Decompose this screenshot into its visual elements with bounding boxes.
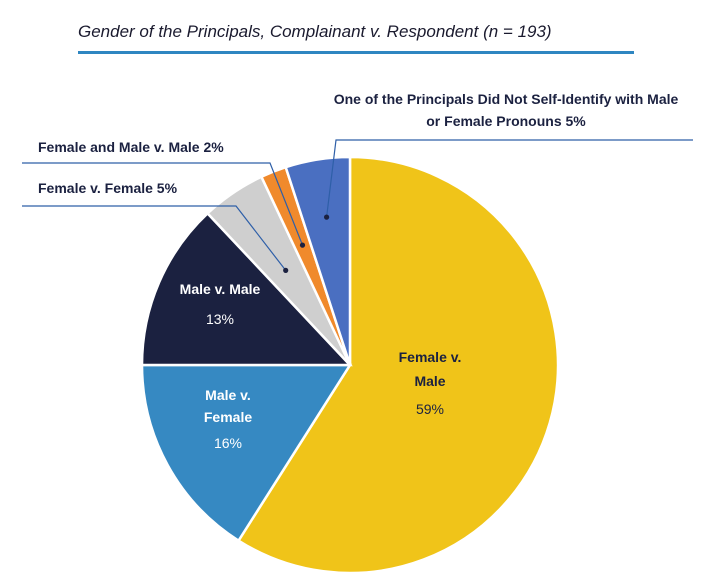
percent-male-v-female: 16%: [214, 435, 242, 451]
pie-labels: Female v. Male 59% Male v. Female 16% Male v. …: [22, 91, 693, 451]
label-one-of-the-principals-did-not-self-identify-with-male-or-female-pronouns: One of the Principals Did Not Self-Ident…: [334, 91, 679, 129]
leader-dot-female-v-female: [283, 267, 289, 273]
percent-male-v-male: 13%: [206, 311, 234, 327]
leader-dot-female-and-male-v-male: [299, 242, 306, 248]
slice-female-v-male: [236, 155, 560, 575]
slice-male-v-female: [140, 363, 353, 543]
pie-slices: [140, 155, 560, 575]
title-underline: [78, 51, 634, 54]
label-male-v-male: Male v. Male 13%: [180, 281, 261, 327]
leader-line-female-and-male-v-male: [22, 162, 304, 246]
slice-male-v-male: [140, 211, 353, 367]
label-female-v-female: Female v. Female 5%: [38, 180, 178, 196]
leader-line-female-v-female: [22, 205, 287, 271]
label-male-v-female: Male v. Female 16%: [204, 387, 252, 451]
leader-line-one-of-the-principals-did-not-self-identify-with-male-or-female-pronouns: [326, 139, 693, 218]
percent-female-v-male: 59%: [416, 401, 444, 417]
label-female-and-male-v-male: Female and Male v. Male 2%: [38, 139, 224, 155]
leader-dot-one-of-the-principals-did-not-self-identify-with-male-or-female-pronouns: [324, 214, 330, 220]
slice-one-of-the-principals-did-not-self-identify-with-male-or-female-pronouns: [284, 155, 352, 366]
chart-title: Gender of the Principals, Complainant v.…: [78, 22, 552, 41]
label-female-v-male: Female v. Male 59%: [399, 349, 462, 417]
